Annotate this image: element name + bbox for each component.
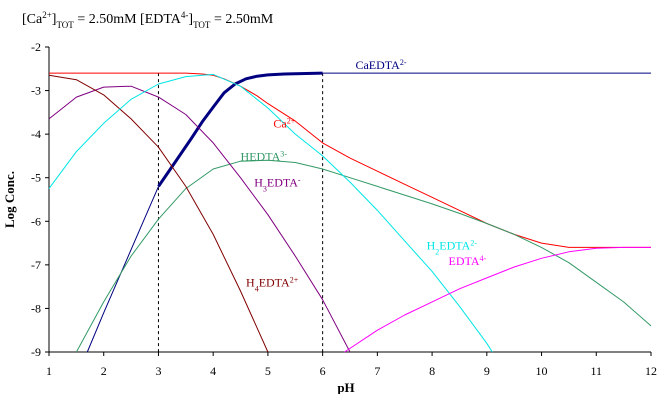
- chart-title: [Ca2+]TOT = 2.50mM [EDTA4-]TOT = 2.50mM: [22, 10, 274, 30]
- y-tick-label: -8: [31, 301, 41, 315]
- x-tick-label: 2: [101, 364, 107, 378]
- y-tick-label: -5: [31, 171, 41, 185]
- x-tick-label: 4: [210, 364, 216, 378]
- y-axis-label: Log Conc.: [2, 171, 17, 228]
- y-tick-label: -9: [31, 345, 41, 359]
- y-tick-label: -2: [31, 40, 41, 54]
- series-label-ca2-: Ca2+: [273, 116, 295, 131]
- y-tick-label: -4: [31, 127, 41, 141]
- x-tick-label: 8: [429, 364, 435, 378]
- series-label-h4edta: H4EDTA2+: [246, 275, 299, 293]
- series-edta4-line: [344, 246, 651, 353]
- x-tick-label: 11: [590, 364, 602, 378]
- series-ca2-line: [49, 72, 651, 248]
- y-tick-label: -6: [31, 214, 41, 228]
- reference-lines: [157, 73, 324, 352]
- series-h4edtaline: [48, 74, 269, 353]
- series-label-h3edta-: H3EDTA-: [254, 175, 301, 193]
- series-labels: CaEDTA2- Ca2+ HEDTA3- H3EDTA- H4EDTA2+ H2EDTA…: [241, 57, 487, 293]
- x-tick-label: 3: [155, 364, 161, 378]
- series-h2edta2-line: [48, 73, 493, 353]
- x-axis-label: pH: [337, 380, 354, 394]
- series-label-caedta2-: CaEDTA2-: [355, 57, 406, 72]
- x-tick-label: 1: [46, 364, 52, 378]
- y-tick-label: -3: [31, 84, 41, 98]
- series-label-hedta3-: HEDTA3-: [241, 149, 288, 164]
- x-tick-label: 6: [320, 364, 326, 378]
- x-tick-label: 9: [484, 364, 490, 378]
- x-tick-label: 10: [536, 364, 548, 378]
- series-h3edta-line: [48, 85, 351, 353]
- y-tick-label: -7: [31, 258, 41, 272]
- series-label-edta4-: EDTA4-: [449, 253, 487, 268]
- x-tick-label: 5: [265, 364, 271, 378]
- series-label-h2edta2-: H2EDTA2-: [427, 238, 478, 256]
- x-tick-label: 12: [645, 364, 657, 378]
- x-tick-label: 7: [374, 364, 380, 378]
- series-group: [48, 71, 652, 353]
- series-caedta2-outside-line: [86, 186, 159, 353]
